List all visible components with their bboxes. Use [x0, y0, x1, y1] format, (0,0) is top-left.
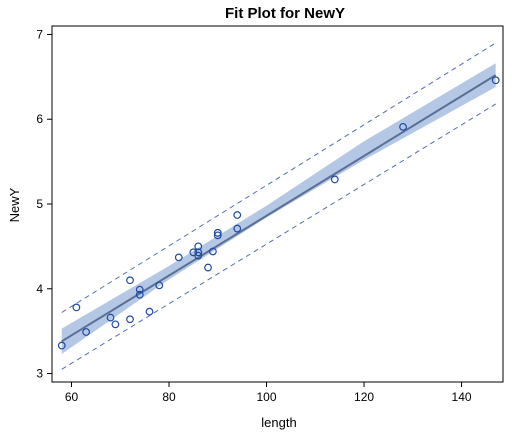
- data-point: [135, 285, 144, 294]
- data-point: [126, 276, 134, 285]
- data-point: [233, 224, 242, 233]
- y-tick-label: 3: [36, 367, 43, 381]
- data-point: [126, 315, 134, 324]
- data-point: [213, 231, 222, 240]
- chart-title: Fit Plot for NewY: [225, 5, 345, 22]
- y-axis-ticks: 3 4 5 6 7: [36, 27, 52, 381]
- x-tick-label: 140: [452, 390, 472, 404]
- x-tick-label: 80: [162, 390, 176, 404]
- data-point: [213, 228, 222, 237]
- data-point: [330, 175, 339, 184]
- y-tick-label: 7: [36, 27, 43, 41]
- x-axis-label: length: [261, 415, 296, 430]
- data-point: [204, 263, 212, 272]
- data-point: [111, 320, 120, 329]
- y-tick-label: 4: [36, 282, 43, 296]
- data-point: [82, 328, 91, 336]
- data-point: [145, 307, 154, 316]
- data-point: [208, 247, 217, 256]
- data-point: [233, 211, 242, 219]
- x-axis-ticks: 60 80 100 120 140: [65, 382, 472, 404]
- y-tick-label: 5: [36, 197, 43, 211]
- data-point: [194, 251, 203, 260]
- data-point: [155, 281, 164, 290]
- y-tick-label: 6: [36, 112, 43, 126]
- data-point: [194, 242, 203, 251]
- data-point: [135, 290, 144, 299]
- data-point: [72, 303, 81, 312]
- points-layer: [57, 76, 500, 350]
- fit-line: [61, 74, 497, 343]
- data-point: [106, 313, 115, 322]
- x-tick-label: 100: [257, 390, 277, 404]
- data-point: [491, 76, 500, 85]
- data-point: [57, 341, 66, 350]
- data-point: [174, 253, 183, 262]
- prediction-limit-lower: [61, 103, 496, 370]
- data-point: [399, 122, 407, 131]
- prediction-limit-upper: [61, 42, 496, 313]
- data-point: [194, 248, 203, 257]
- x-tick-label: 60: [65, 390, 79, 404]
- bands-layer: [61, 42, 497, 370]
- y-axis-label: NewY: [7, 187, 22, 222]
- x-tick-label: 120: [354, 390, 374, 404]
